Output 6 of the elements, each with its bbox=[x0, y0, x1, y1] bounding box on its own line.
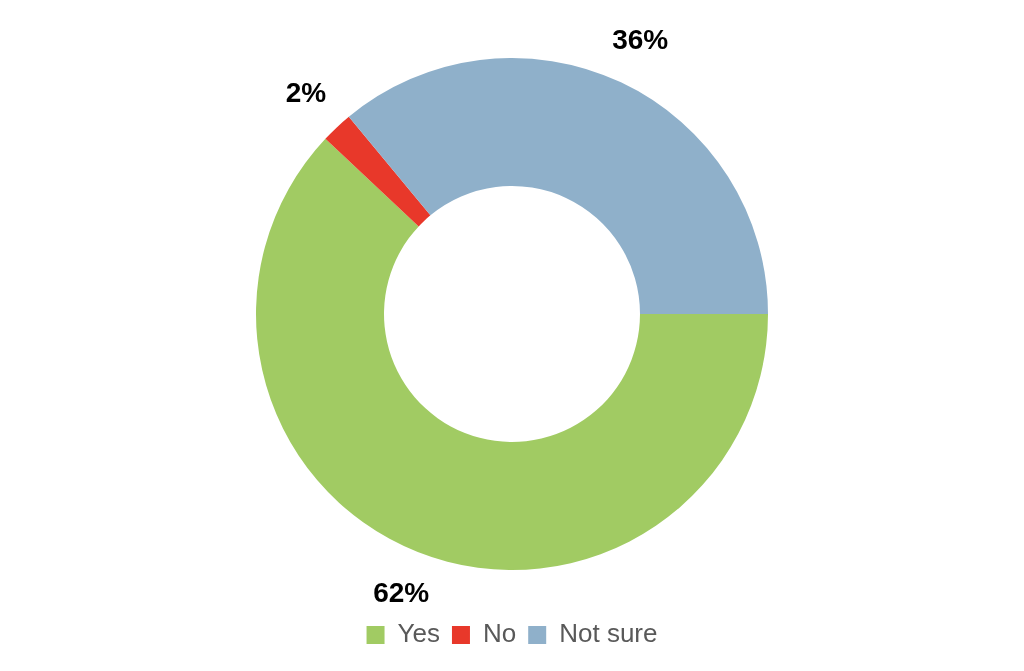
data-label: 62% bbox=[373, 576, 430, 608]
data-label: 2% bbox=[285, 77, 327, 109]
legend-label: Not sure bbox=[559, 618, 658, 649]
data-label: 36% bbox=[612, 24, 669, 56]
legend-label: No bbox=[482, 618, 517, 649]
legend-label: Yes bbox=[397, 618, 440, 649]
